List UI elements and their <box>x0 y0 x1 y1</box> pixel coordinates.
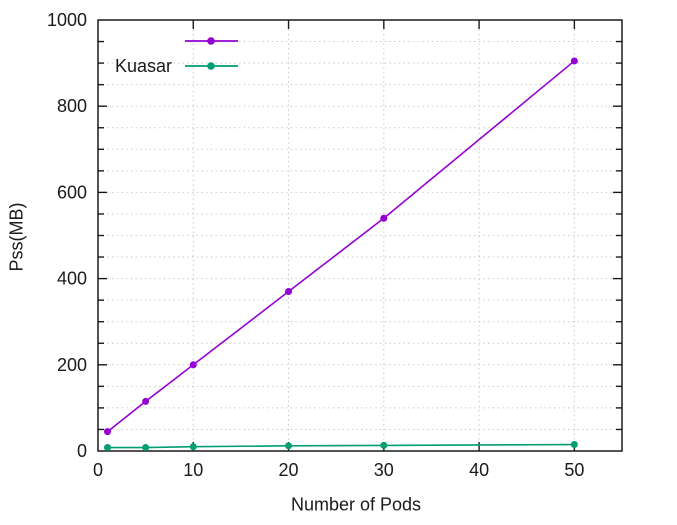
x-tick-label: 0 <box>93 460 103 480</box>
x-tick-label: 50 <box>564 460 584 480</box>
legend-marker <box>207 62 215 70</box>
legend-mask <box>104 31 185 51</box>
series-marker-1 <box>285 442 293 450</box>
x-tick-label: 20 <box>279 460 299 480</box>
y-tick-label: 200 <box>57 355 87 375</box>
x-tick-label: 10 <box>183 460 203 480</box>
series-marker-0 <box>285 288 293 296</box>
series-marker-1 <box>570 441 578 449</box>
series-marker-1 <box>380 441 388 449</box>
series-marker-0 <box>142 397 150 405</box>
legend-label: Kuasar <box>115 56 172 76</box>
y-tick-label: 0 <box>77 441 87 461</box>
series-marker-0 <box>104 428 112 436</box>
x-tick-label: 30 <box>374 460 394 480</box>
legend-marker <box>207 37 215 45</box>
plot-border <box>97 19 623 452</box>
x-axis-title: Number of Pods <box>290 494 422 515</box>
series-line-1 <box>107 443 575 449</box>
series-marker-1 <box>189 443 197 451</box>
x-tick-label: 40 <box>469 460 489 480</box>
y-tick-label: 400 <box>57 269 87 289</box>
series-line-0 <box>107 60 575 433</box>
series-marker-1 <box>142 444 150 452</box>
y-tick-label: 1000 <box>47 10 87 30</box>
y-tick-label: 800 <box>57 96 87 116</box>
series-marker-0 <box>570 57 578 65</box>
series-marker-1 <box>104 444 112 452</box>
series-marker-0 <box>380 214 388 222</box>
series-marker-0 <box>189 361 197 369</box>
y-tick-label: 600 <box>57 182 87 202</box>
